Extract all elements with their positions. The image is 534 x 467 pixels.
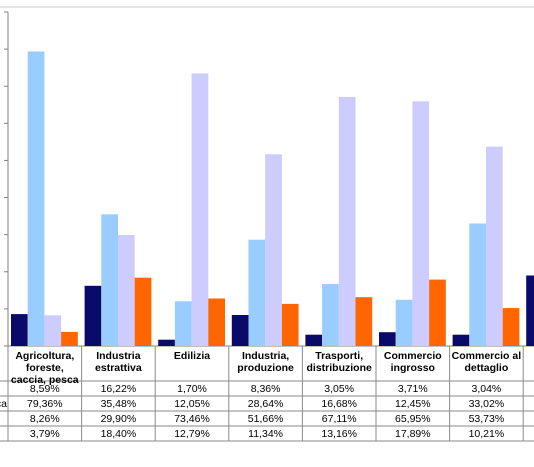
bar (174, 301, 192, 346)
data-label: 12,05% (174, 398, 210, 410)
data-label: 73,46% (174, 413, 210, 425)
data-label: 8,59% (30, 383, 60, 395)
bar (27, 51, 45, 346)
data-label: 1,70% (177, 383, 207, 395)
category-label: Industria estrattiva (95, 350, 142, 374)
data-label: 16,22% (101, 383, 137, 395)
bar (469, 223, 486, 346)
bar (305, 334, 323, 346)
data-label: 17,89% (395, 428, 431, 440)
bar (231, 315, 249, 346)
bar (452, 334, 470, 346)
bar (11, 314, 28, 346)
data-label: 67,11% (322, 413, 357, 425)
bar (281, 303, 299, 346)
category-label: Industria, produzione (237, 350, 294, 374)
category-label: Agricoltura, foreste, caccia, pesca (11, 350, 79, 386)
data-label: 33,02% (469, 398, 505, 410)
data-label: 8,26% (30, 413, 60, 425)
data-label: 11,34% (248, 428, 283, 440)
bar (322, 284, 339, 346)
category-label: Edilizia (174, 350, 210, 362)
data-label: 13,16% (321, 428, 357, 440)
data-label: 18,40% (101, 428, 137, 440)
data-label: 10,21% (469, 428, 505, 440)
bar (486, 146, 503, 346)
bar (84, 285, 102, 346)
bar (355, 297, 373, 346)
data-label: 29,90% (101, 413, 137, 425)
data-label: 12,45% (395, 398, 431, 410)
data-label: 35,48% (101, 398, 137, 410)
bar (502, 308, 520, 346)
bar-partial (526, 275, 534, 346)
data-label: 53,73% (469, 413, 505, 425)
bar (379, 332, 396, 346)
data-label: 65,95% (395, 413, 431, 425)
bar (412, 101, 430, 346)
bar (101, 214, 118, 346)
bar (118, 235, 135, 346)
bar (265, 154, 282, 346)
data-label: 79,36% (27, 398, 63, 410)
bar (191, 73, 209, 347)
bar (158, 339, 175, 346)
data-label: 3,79% (30, 428, 60, 440)
data-label: 28,64% (248, 398, 284, 410)
bar (134, 277, 152, 346)
data-label: 12,79% (174, 428, 210, 440)
data-label: 3,05% (324, 383, 354, 395)
bar (44, 315, 62, 346)
data-label: 16,68% (321, 398, 357, 410)
bar (395, 299, 413, 346)
category-label: Commercio al dettaglio (452, 350, 522, 374)
category-label: Trasporti, distribuzione (307, 350, 372, 374)
data-label: 51,66% (248, 413, 284, 425)
bar (248, 239, 266, 346)
bar (338, 96, 356, 347)
row-label-partial: sca (0, 398, 7, 410)
bar (61, 331, 78, 346)
category-label: Commercio ingrosso (384, 350, 442, 374)
bar (208, 298, 225, 346)
data-label: 3,71% (398, 383, 428, 395)
data-label: 3,04% (472, 383, 502, 395)
bar (429, 279, 446, 346)
data-label: 8,36% (251, 383, 281, 395)
